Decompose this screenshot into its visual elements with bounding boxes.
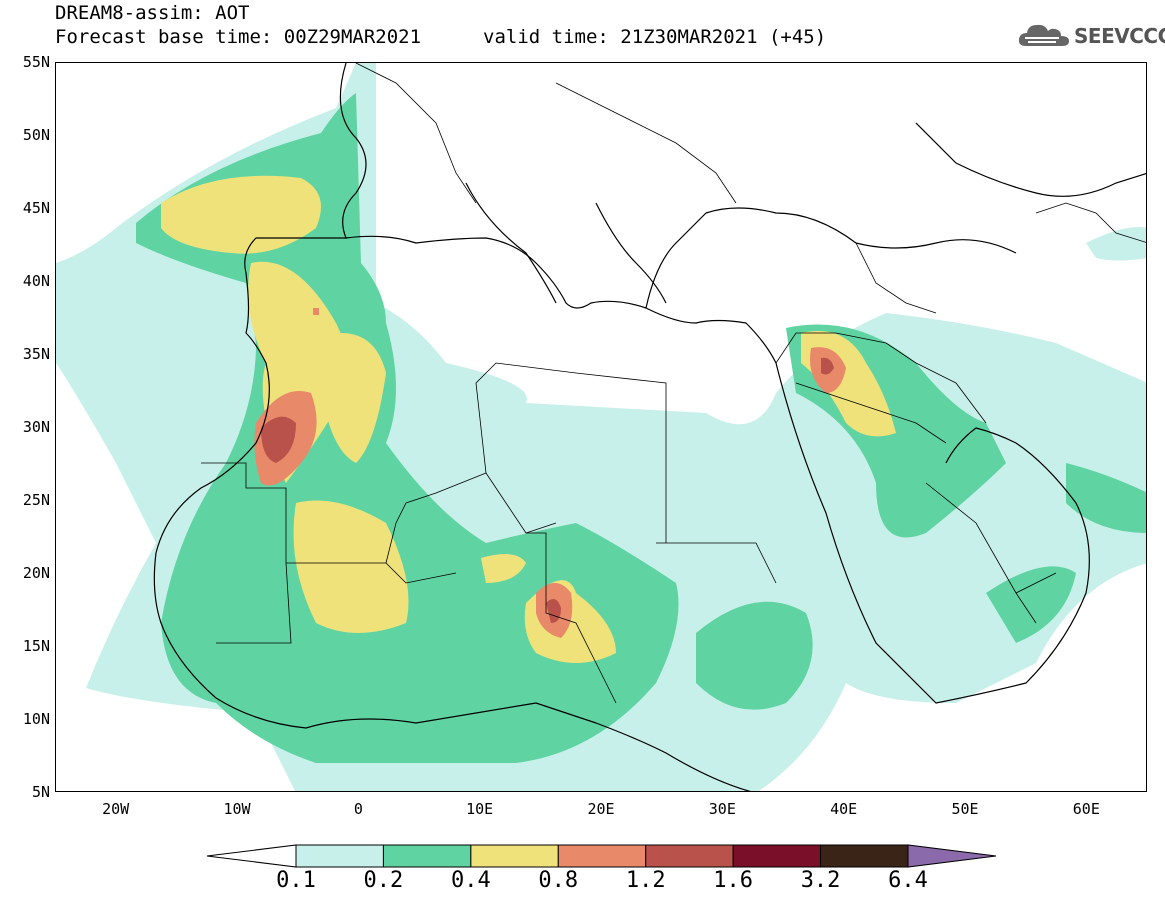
lon-label-40E: 40E (830, 800, 858, 818)
lat-label-5N: 5N (31, 783, 50, 801)
colorbar-segment-0.2 (382, 844, 472, 868)
colorbar-label-3.2: 3.2 (800, 868, 841, 893)
lat-label-50N: 50N (22, 126, 50, 144)
forecast-base-time: Forecast base time: 00Z29MAR2021 (55, 26, 422, 48)
valid-time: valid time: 21Z30MAR2021 (+45) (483, 26, 827, 48)
colorbar-label-1.6: 1.6 (713, 868, 754, 893)
colorbar-label-0.4: 0.4 (450, 868, 491, 893)
colorbar-segment-0.1 (295, 844, 384, 868)
lat-label-40N: 40N (22, 272, 50, 290)
aot-level-1.2 (261, 357, 834, 623)
lat-label-25N: 25N (22, 491, 50, 509)
map-title: DREAM8-assim: AOT (55, 2, 250, 24)
lon-label-20W: 20W (102, 800, 130, 818)
lon-label-10W: 10W (223, 800, 251, 818)
cloud-icon (1018, 24, 1069, 46)
lon-label-20E: 20E (587, 800, 615, 818)
colorbar-over-arrow (907, 844, 997, 868)
colorbar-segment-1.2 (645, 844, 734, 868)
lon-label-0: 0 (353, 800, 363, 818)
lat-label-45N: 45N (22, 199, 50, 217)
lon-label-30E: 30E (708, 800, 736, 818)
seevccc-logo: SEEVCCC (1018, 22, 1165, 50)
colorbar-label-0.8: 0.8 (538, 868, 579, 893)
colorbar-label-0.1: 0.1 (276, 868, 316, 893)
map-panel (55, 62, 1147, 792)
colorbar-under-arrow (206, 844, 297, 868)
colorbar-label-1.2: 1.2 (625, 868, 666, 893)
colorbar (206, 844, 997, 868)
colorbar-segment-0.4 (470, 844, 559, 868)
aot-fields (56, 63, 1146, 791)
country-borders (201, 63, 1146, 704)
colorbar-segment-1.6 (732, 844, 822, 868)
lat-label-55N: 55N (22, 53, 50, 71)
lat-label-15N: 15N (22, 637, 50, 655)
lat-label-10N: 10N (22, 710, 50, 728)
lon-label-50E: 50E (951, 800, 979, 818)
colorbar-segment-3.2 (820, 844, 909, 868)
lat-label-20N: 20N (22, 564, 50, 582)
logo-text: SEEVCCC (1074, 24, 1165, 48)
lon-label-10E: 10E (466, 800, 494, 818)
colorbar-label-0.2: 0.2 (363, 868, 404, 893)
lat-label-35N: 35N (22, 345, 50, 363)
lat-label-30N: 30N (22, 418, 50, 436)
coastlines (153, 63, 1146, 791)
colorbar-label-6.4: 6.4 (888, 868, 928, 893)
aot-map (56, 63, 1146, 791)
lon-label-60E: 60E (1072, 800, 1100, 818)
colorbar-segment-0.8 (557, 844, 647, 868)
